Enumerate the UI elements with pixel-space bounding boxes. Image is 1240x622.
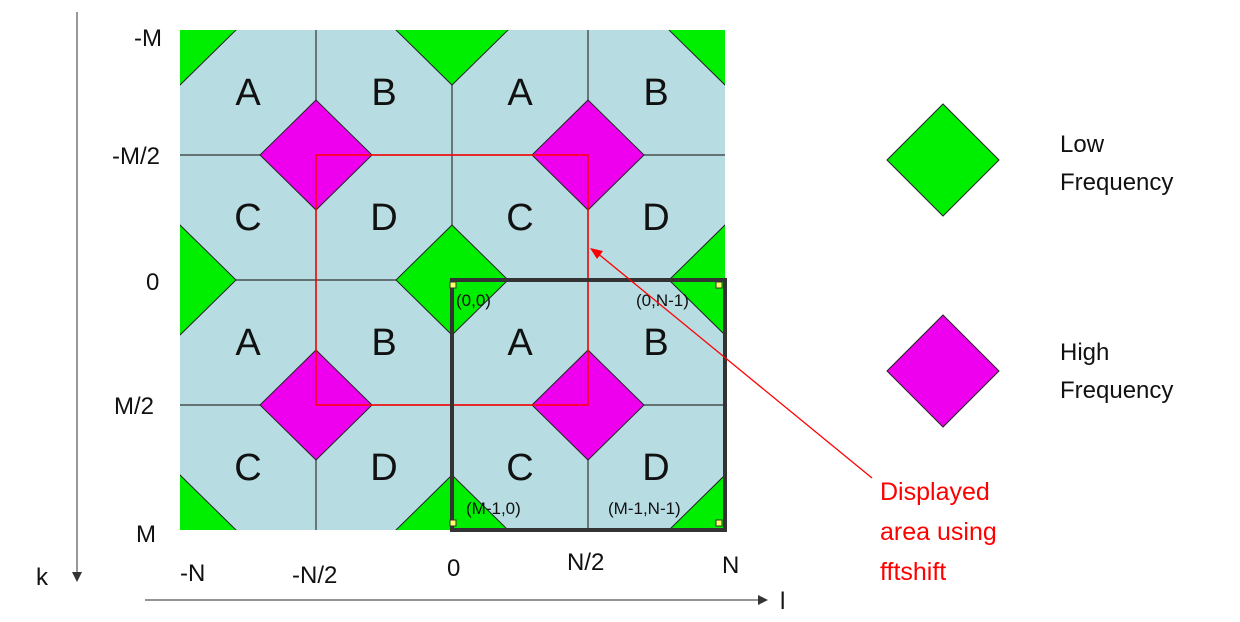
quadrant-labels: A B A B C D C D A B A B C D C D [234, 72, 669, 489]
legend-high-frequency-line-2: Frequency [1060, 377, 1173, 404]
quadrant-label: A [507, 72, 533, 114]
legend-low-frequency-swatch [886, 103, 1000, 217]
low-frequency-diamond [180, 30, 237, 86]
column-tick-label: N [722, 552, 739, 579]
column-tick-label: 0 [447, 555, 460, 582]
corner-label-bottom-left: (M-1,0) [466, 499, 521, 518]
quadrant-label: A [235, 72, 261, 114]
column-tick-label: N/2 [567, 549, 604, 576]
column-axis-arrowhead [758, 595, 768, 605]
quadrant-label: A [235, 322, 261, 364]
row-tick-label: M [136, 521, 156, 548]
legend-low-frequency-line-2: Frequency [1060, 169, 1173, 196]
legend: Low Frequency High Frequency [886, 103, 1173, 428]
quadrant-label: C [234, 197, 261, 239]
low-frequency-diamonds [180, 30, 725, 530]
legend-low-frequency-line-1: Low [1060, 131, 1105, 158]
quadrant-label: B [371, 322, 396, 364]
annotation-line-3: fftshift [880, 558, 946, 586]
corner-marker [449, 519, 457, 527]
corner-marker [715, 281, 723, 289]
corner-marker [715, 519, 723, 527]
row-axis-arrowhead [72, 572, 82, 582]
row-tick-label: -M [134, 25, 162, 52]
row-tick-label: 0 [146, 269, 159, 296]
corner-markers [449, 281, 723, 527]
low-frequency-diamond [180, 474, 237, 530]
quadrant-label: B [643, 72, 668, 114]
annotation-line-1: Displayed [880, 478, 990, 506]
corner-label-top-left: (0,0) [456, 291, 491, 310]
corner-label-bottom-right: (M-1,N-1) [608, 499, 681, 518]
quadrant-label: C [506, 447, 533, 489]
annotation-arrow-line [595, 251, 873, 479]
corner-marker [449, 281, 457, 289]
low-frequency-diamond [668, 30, 725, 86]
annotation-line-2: area using [880, 518, 997, 546]
quadrant-label: D [370, 197, 397, 239]
legend-high-frequency-line-1: High [1060, 339, 1109, 366]
quadrant-label: D [642, 197, 669, 239]
quadrant-label: B [371, 72, 396, 114]
column-axis: l -N -N/2 0 N/2 N [145, 549, 785, 615]
annotation-arrowhead [590, 248, 603, 259]
low-frequency-diamond [668, 474, 725, 530]
column-tick-label: -N/2 [292, 562, 337, 589]
legend-high-frequency-swatch [886, 314, 1000, 428]
row-tick-label: -M/2 [112, 143, 160, 170]
quadrant-label: C [506, 197, 533, 239]
row-tick-label: M/2 [114, 393, 154, 420]
quadrant-label: B [643, 322, 668, 364]
column-tick-label: -N [180, 560, 205, 587]
quadrant-label: D [642, 447, 669, 489]
original-area-box [450, 278, 727, 532]
row-axis-name: k [36, 564, 49, 591]
displayed-area-annotation: Displayed area using fftshift [590, 248, 997, 586]
quadrant-label: A [507, 322, 533, 364]
quadrant-label: D [370, 447, 397, 489]
row-axis: k -M -M/2 0 M/2 M [36, 12, 162, 591]
low-frequency-diamond [180, 224, 237, 336]
column-axis-name: l [780, 588, 785, 615]
quadrant-label: C [234, 447, 261, 489]
low-frequency-diamond [395, 30, 509, 86]
